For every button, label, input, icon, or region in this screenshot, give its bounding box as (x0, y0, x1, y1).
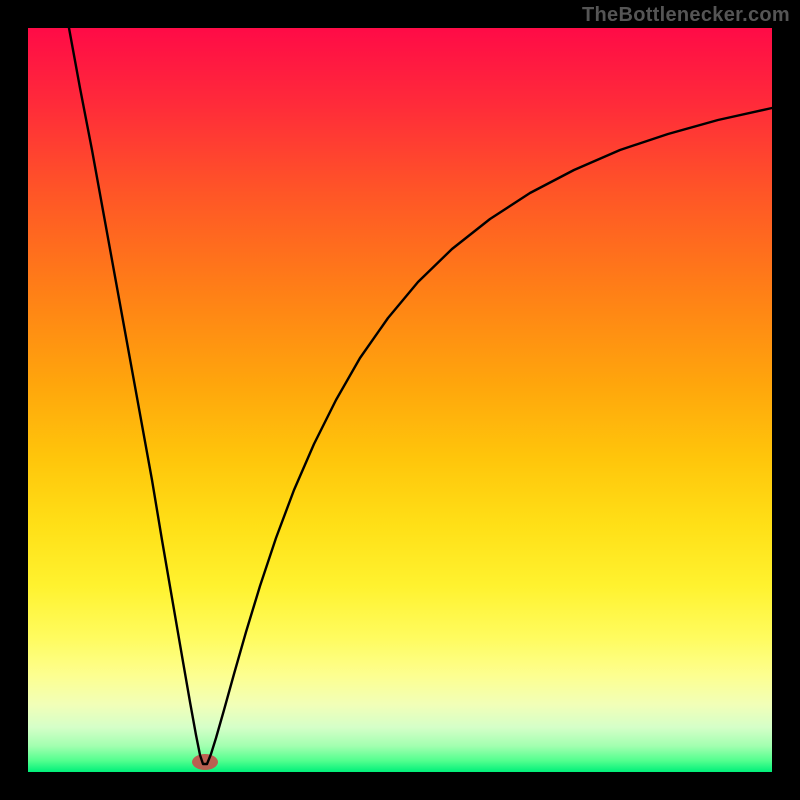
plot-area (28, 28, 772, 772)
watermark-text: TheBottlenecker.com (582, 4, 790, 27)
optimal-point-marker (192, 754, 218, 770)
bottleneck-chart (0, 0, 800, 800)
chart-container: TheBottlenecker.com (0, 0, 800, 800)
